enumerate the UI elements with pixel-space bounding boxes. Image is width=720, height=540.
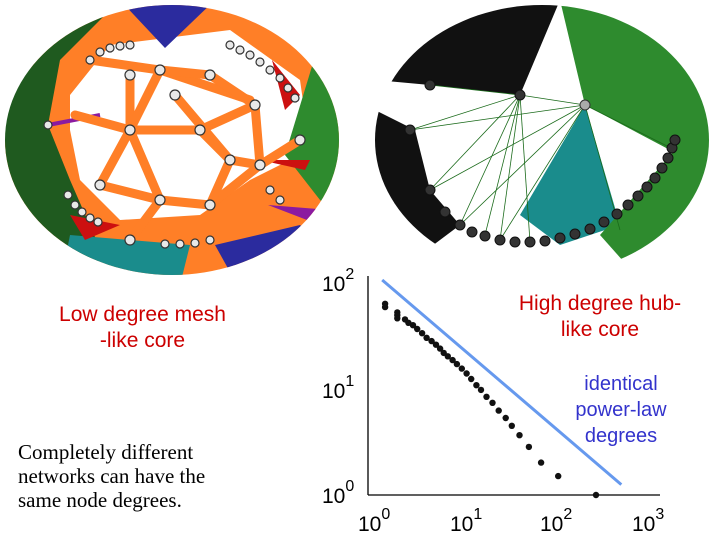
degree-point [423,334,430,341]
right-core-label-line1: High degree hub- [518,292,682,315]
caption-line3: same node degrees. [18,488,182,512]
right-core-label-line2: like core [560,318,640,341]
degree-point [516,432,523,439]
degree-point [468,375,475,383]
navy-top-fan [120,5,215,48]
identical-line2: power-law [575,399,667,421]
mesh-nodes [43,40,306,249]
degree-point [418,330,426,337]
degree-point [537,459,545,466]
identical-line1: identical [584,373,658,395]
left-core-label: Low degree mesh -like core [40,302,245,354]
degree-point [483,393,490,400]
left-network [5,5,339,275]
degree-point [463,370,470,377]
degree-point [453,360,461,368]
caption: Completely different networks can have t… [18,440,258,512]
y-tick-10: 101 [322,373,355,403]
degree-point [428,337,435,345]
x-tick-1: 100 [358,506,391,536]
hub-links [409,84,676,243]
degree-point [449,356,456,364]
degree-point [555,472,562,480]
degree-point [394,315,401,322]
degree-point [458,365,465,372]
left-core-label-line1: Low degree mesh [59,303,226,326]
power-law-fit-line [381,278,623,486]
x-tick-10: 101 [450,506,483,536]
degree-point [381,303,389,311]
right-core-label: High degree hub- like core [505,291,695,343]
degree-point [432,341,440,348]
x-tick-1000: 103 [632,506,665,536]
red-wedge-mid [260,160,310,170]
degree-point [444,353,451,360]
degree-point [508,422,515,429]
degree-point [436,345,444,352]
degree-point [525,443,533,451]
caption-line2: networks can have the [18,464,206,488]
hub-nodes [404,79,681,248]
red-wedge-left [70,215,120,240]
y-tick-100: 102 [322,266,355,296]
hub-node-main [579,99,591,111]
degree-point [409,322,417,329]
degree-plot [367,276,660,499]
identical-line3: degrees [584,425,658,447]
left-core-label-line2: -like core [99,329,186,352]
dark-green-fan [5,5,120,275]
degree-point [502,414,509,422]
x-tick-100: 102 [540,506,573,536]
caption-line1: Completely different [18,440,194,464]
degree-point [592,491,600,499]
degree-point [495,407,502,414]
degree-point [414,325,421,333]
identical-degrees-label: identical power-law degrees [566,371,676,449]
degree-point [473,382,480,389]
degree-points [381,300,600,499]
y-tick-1: 100 [322,478,355,508]
degree-point [489,399,496,406]
right-network [375,5,709,275]
degree-point [477,386,485,394]
